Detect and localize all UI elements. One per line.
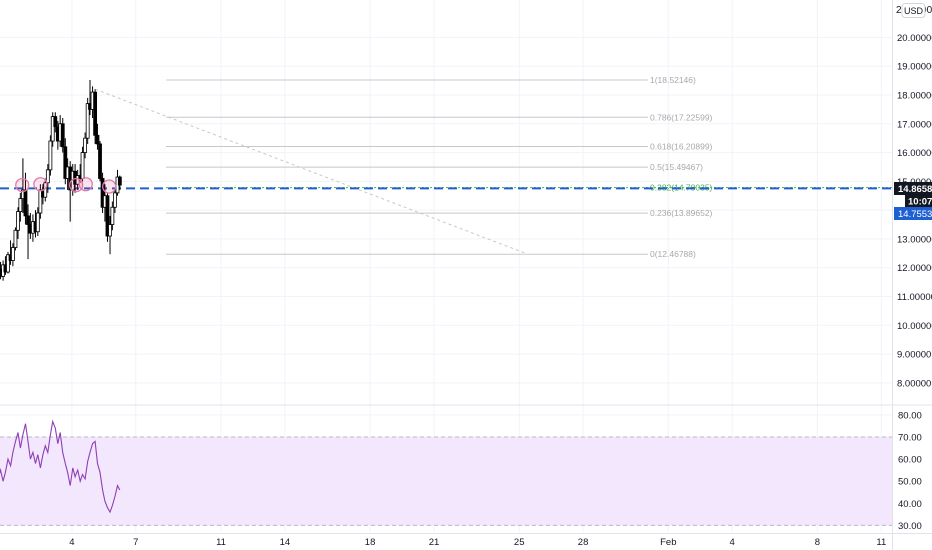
candle-body (23, 189, 28, 217)
line-price-tag: 14.75530 (894, 207, 932, 220)
price-tick-label: 9.00000 (897, 350, 931, 361)
touch-marker (78, 177, 93, 192)
countdown-label: 10:07 (908, 197, 932, 208)
candle-body (100, 178, 105, 208)
candle-body (98, 143, 102, 179)
touch-marker (102, 179, 117, 194)
fib-level-label: 0(12.46788) (650, 249, 696, 259)
rsi-tick-label: 60.00 (898, 455, 922, 466)
candle-body (105, 195, 110, 237)
time-tick-label: 11 (216, 537, 226, 548)
candle-body (83, 137, 88, 153)
time-tick-label: Feb (660, 537, 676, 548)
price-tick-label: 20.00000 (897, 33, 932, 44)
price-tick-label: 16.00000 (897, 148, 932, 159)
candle-body (95, 134, 100, 145)
candle-body (26, 215, 30, 225)
time-tick-label: 25 (514, 537, 525, 548)
candle-body (110, 206, 115, 225)
price-tick-label: 18.00000 (897, 90, 932, 101)
time-tick-label: 4 (730, 537, 735, 548)
candle-body (108, 224, 112, 237)
fib-level-label: 0.236(13.89652) (650, 208, 713, 218)
fib-level-label: 1(18.52146) (650, 75, 696, 85)
price-tick-label: 11.00000 (897, 292, 932, 303)
rsi-tick-label: 30.00 (898, 521, 922, 532)
line-price-label: 14.75530 (898, 209, 932, 220)
last-price-tag: 14.86589 (894, 182, 932, 195)
dashed-trend-line (95, 88, 526, 254)
price-tick-label: 12.00000 (897, 263, 932, 274)
rsi-tick-label: 80.00 (898, 410, 922, 421)
candle-body (6, 254, 10, 273)
rsi-tick-label: 50.00 (898, 477, 922, 488)
fib-level-label: 0.5(15.49467) (650, 162, 703, 172)
candle-body (113, 192, 117, 208)
rsi-line (0, 419, 121, 514)
candlestick-series (0, 80, 122, 281)
time-tick-label: 21 (429, 537, 440, 548)
last-price-label: 14.86589 (898, 184, 932, 195)
time-tick-label: 18 (365, 537, 376, 548)
candle-body (117, 176, 122, 186)
price-tick-label: 10.00000 (897, 321, 932, 332)
price-tick-label: 13.00000 (897, 234, 932, 245)
candle-body (80, 152, 85, 179)
currency-button[interactable]: 21.00000 USD (896, 3, 932, 18)
rsi-band-fill (0, 436, 892, 526)
candle-body (63, 146, 68, 179)
fibonacci-retracement[interactable]: 1(18.52146) 0.786(17.22599) 0.618(16.20899… (166, 75, 892, 259)
time-tick-label: 4 (69, 537, 74, 548)
candle-body (85, 103, 90, 139)
candle-body (50, 116, 55, 142)
price-tick-label: 17.00000 (897, 119, 932, 130)
countdown-tag: 10:07 (905, 195, 932, 208)
fib-level-label: 0.786(17.22599) (650, 112, 713, 122)
candle-body (10, 247, 15, 261)
time-tick-label: 11 (876, 537, 886, 548)
candle-body (60, 123, 65, 148)
time-tick-label: 7 (133, 537, 138, 548)
price-tick-label: 19.00000 (897, 62, 932, 73)
candle-body (45, 169, 50, 184)
rsi-band (0, 436, 892, 526)
time-tick-label: 8 (815, 537, 820, 548)
touch-marker (15, 177, 30, 193)
candle-body (13, 229, 18, 248)
candle-body (18, 198, 23, 212)
candle-body (93, 91, 98, 136)
fib-level-label: 0.618(16.20899) (650, 142, 713, 152)
trend-line[interactable] (95, 88, 526, 254)
candle-body (53, 116, 58, 128)
price-tick-label: 8.00000 (897, 378, 931, 389)
fib-level-label: 0.382(14.78035) (650, 183, 713, 193)
candle-body (35, 212, 40, 233)
time-tick-label: 14 (280, 537, 291, 548)
rsi-tick-label: 70.00 (898, 432, 922, 443)
rsi-tick-label: 40.00 (898, 499, 922, 510)
candle-body (38, 189, 43, 214)
rsi-indicator (0, 419, 121, 514)
touch-marker (33, 177, 48, 192)
currency-label: USD (904, 6, 924, 16)
time-tick-label: 28 (578, 537, 589, 548)
candle-body (48, 140, 53, 171)
touch-markers (15, 177, 117, 194)
candle-body (16, 211, 20, 231)
